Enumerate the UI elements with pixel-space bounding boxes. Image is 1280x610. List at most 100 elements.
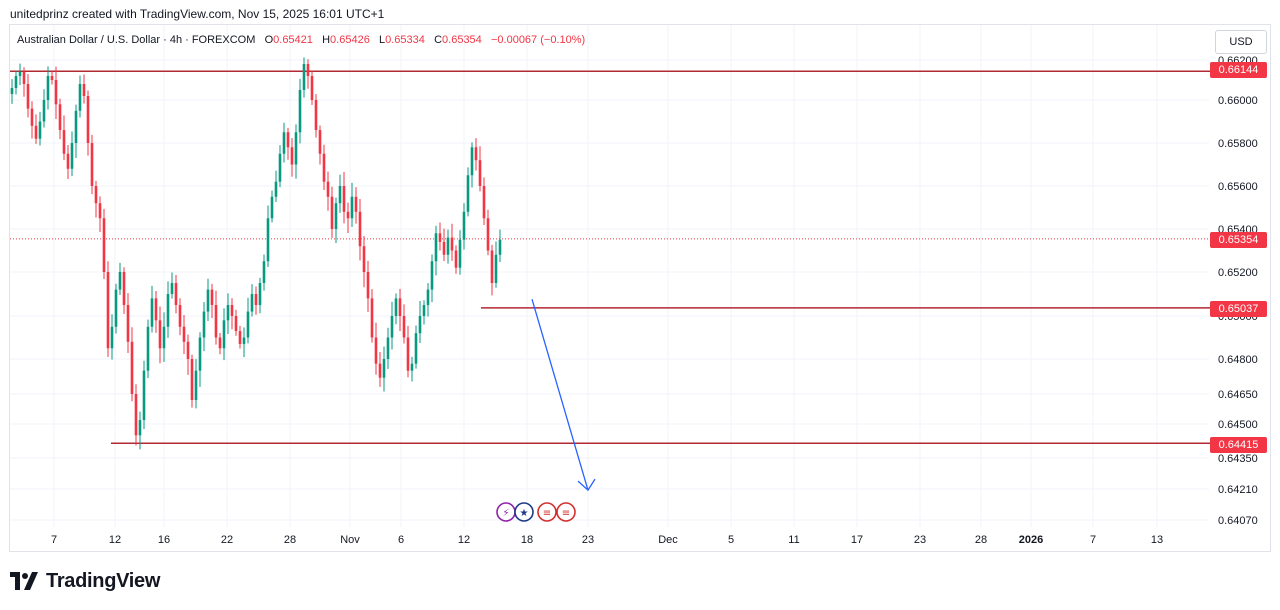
candle-body	[442, 241, 446, 255]
low-value: 0.65334	[385, 34, 425, 46]
candle-body	[94, 186, 98, 204]
candle-body	[358, 211, 362, 247]
candle-body	[470, 147, 474, 176]
candle-body	[454, 250, 458, 268]
candle-body	[66, 153, 70, 169]
candle-body	[490, 250, 494, 283]
candle-body	[230, 305, 234, 316]
candle-body	[142, 370, 146, 420]
candle-body	[414, 333, 418, 364]
candle-body	[438, 233, 442, 242]
candle-body	[50, 76, 54, 80]
candle-body	[462, 211, 466, 240]
candle-body	[466, 175, 470, 212]
candle-body	[146, 326, 150, 371]
candle-body	[22, 72, 26, 84]
candle-body	[266, 218, 270, 262]
x-axis-tick-label: 17	[851, 534, 863, 546]
candle-body	[402, 316, 406, 338]
candle-body	[126, 305, 130, 342]
candle-body	[202, 311, 206, 338]
candle-body	[290, 147, 294, 165]
candle-body	[282, 132, 286, 154]
candle-body	[474, 147, 478, 161]
candle-body	[330, 196, 334, 229]
candle-body	[118, 272, 122, 290]
candle-body	[434, 233, 438, 262]
x-axis-tick-label: Nov	[340, 534, 360, 546]
tradingview-logo[interactable]: TradingView	[10, 569, 160, 593]
candle-body	[38, 121, 42, 139]
currency-selector[interactable]: USD	[1215, 30, 1267, 54]
x-axis-tick-label: 13	[1151, 534, 1163, 546]
candle-body	[70, 143, 74, 169]
x-axis-tick-label: 11	[788, 534, 799, 546]
open-value: 0.65421	[273, 34, 313, 46]
candle-body	[350, 196, 354, 219]
candle-body	[246, 311, 250, 338]
low-label: L	[379, 34, 386, 46]
candle-body	[182, 326, 186, 342]
candle-body	[410, 363, 414, 371]
close-label: C	[434, 34, 443, 46]
candle-body	[150, 298, 154, 327]
candle-body	[106, 272, 110, 349]
candle-body	[298, 90, 302, 133]
candle-body	[14, 76, 18, 88]
candle-body	[170, 283, 174, 294]
candle-body	[318, 130, 322, 154]
candle-body	[90, 143, 94, 186]
candle-body	[166, 294, 170, 327]
candle-body	[218, 337, 222, 349]
lower-level-price-tag: 0.64415	[1210, 437, 1267, 453]
candle-body	[206, 289, 210, 312]
candle-body	[186, 341, 190, 359]
candle-body	[198, 337, 202, 371]
x-axis-tick-label: 2026	[1019, 534, 1043, 546]
candle-body	[450, 237, 454, 251]
chart-frame[interactable]	[9, 24, 1271, 552]
candle-body	[418, 316, 422, 334]
candle-body	[110, 326, 114, 349]
candle-body	[422, 305, 426, 316]
candle-body	[54, 80, 58, 105]
candle-body	[190, 359, 194, 400]
candle-body	[130, 341, 134, 394]
candle-body	[254, 294, 258, 305]
candle-body	[346, 211, 350, 219]
y-axis-tick-label: 0.64500	[1218, 419, 1258, 431]
event-lightning-icon-glyph: ⚡	[502, 508, 509, 519]
candle-body	[494, 254, 498, 283]
candle-body	[114, 289, 118, 327]
candle-body	[138, 420, 142, 436]
candle-body	[30, 108, 34, 126]
candle-body	[342, 186, 346, 212]
y-axis-tick-label: 0.64650	[1218, 389, 1258, 401]
candle-body	[382, 359, 386, 378]
open-label: O	[264, 34, 274, 46]
candle-body	[82, 84, 86, 96]
candle-body	[34, 125, 38, 139]
candle-body	[42, 100, 46, 122]
y-axis-tick-label: 0.64800	[1218, 354, 1258, 366]
x-axis-tick-label: 22	[221, 534, 233, 546]
candle-body	[390, 316, 394, 338]
candle-body	[446, 237, 450, 255]
candle-body	[354, 196, 358, 212]
candle-body	[250, 294, 254, 312]
candle-body	[158, 320, 162, 349]
x-axis-tick-label: 12	[109, 534, 121, 546]
candle-body	[210, 289, 214, 305]
candle-body	[58, 104, 62, 131]
high-value: 0.65426	[330, 34, 370, 46]
x-axis-tick-label: 7	[51, 534, 57, 546]
tradingview-logo-icon	[10, 572, 38, 590]
candle-body	[306, 64, 310, 76]
event-us-flag-icon-glyph: ≡	[543, 508, 551, 519]
x-axis-tick-label: 23	[582, 534, 594, 546]
x-axis-tick-label: 18	[521, 534, 533, 546]
candle-body	[498, 239, 502, 255]
candle-body	[378, 363, 382, 378]
candle-body	[262, 261, 266, 283]
candlestick-chart[interactable]: 0.662000.660000.658000.656000.654000.652…	[0, 0, 1280, 560]
